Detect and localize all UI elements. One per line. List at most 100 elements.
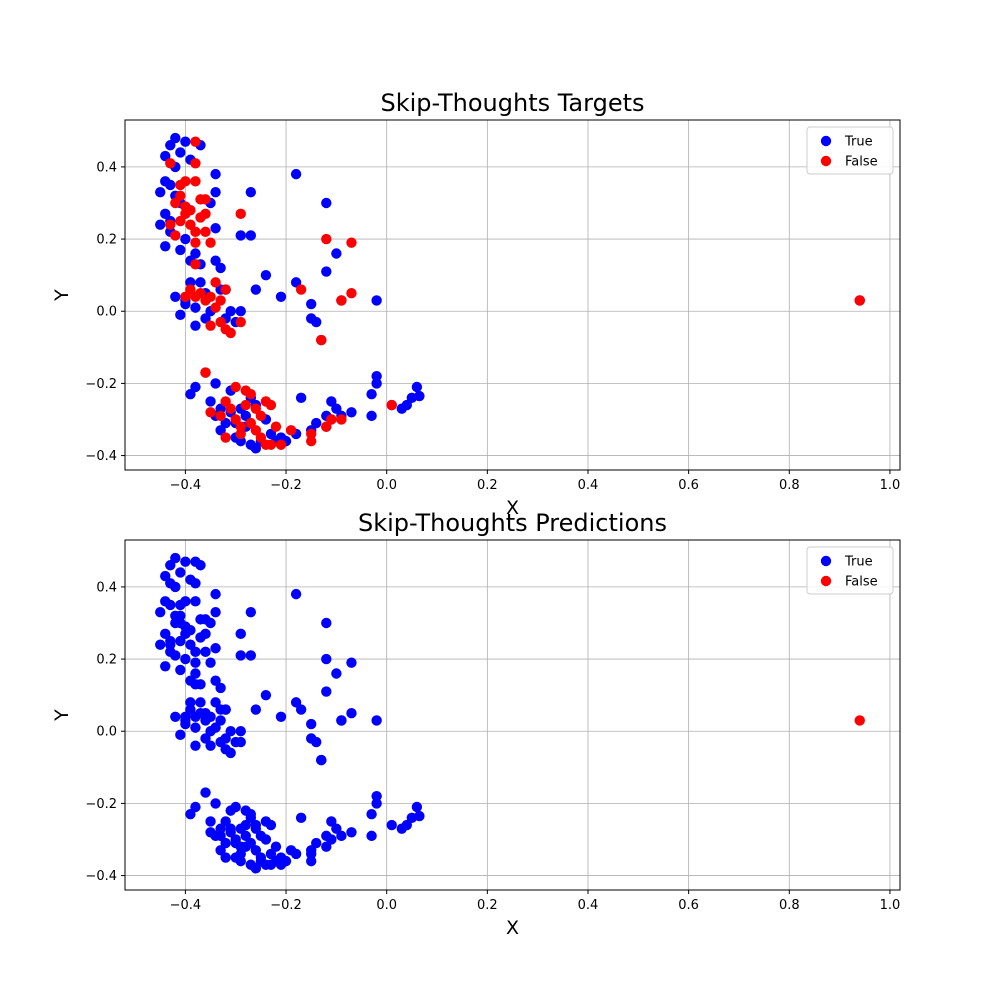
targets-point-true-55 <box>225 306 236 317</box>
predictions-point-true-131 <box>205 657 216 668</box>
predictions-y-tick-label-1: −0.2 <box>85 797 117 812</box>
targets-point-false-60 <box>265 399 277 411</box>
predictions-point-true-26 <box>210 643 221 654</box>
targets-point-true-49 <box>195 277 206 288</box>
targets-point-true-57 <box>235 306 246 317</box>
targets-point-false-22 <box>170 230 181 241</box>
targets-point-true-98 <box>371 370 382 382</box>
predictions-point-true-170 <box>265 819 277 831</box>
targets-point-false-58 <box>255 410 267 422</box>
predictions-point-true-168 <box>255 830 267 842</box>
targets-point-true-46 <box>170 291 181 303</box>
predictions-plot-frame <box>124 539 901 891</box>
targets-x-axis-label: X <box>506 497 519 519</box>
targets-point-true-13 <box>160 208 171 220</box>
predictions-point-true-99 <box>386 819 397 831</box>
targets-y-tick-label-4: 0.4 <box>96 160 117 175</box>
predictions-point-true-31 <box>245 606 257 618</box>
predictions-point-true-55 <box>225 726 236 737</box>
targets-point-false-43 <box>225 327 236 339</box>
predictions-point-true-17 <box>180 653 191 665</box>
targets-point-false-46 <box>200 367 211 378</box>
targets-point-false-76 <box>270 421 282 432</box>
predictions-point-true-57 <box>235 726 246 737</box>
predictions-x-tick-label-5: 0.6 <box>678 898 699 913</box>
predictions-point-true-103 <box>411 801 423 813</box>
predictions-point-true-173 <box>255 852 267 863</box>
targets-point-false-17 <box>165 219 176 230</box>
targets-point-true-91 <box>326 396 337 407</box>
targets-point-false-14 <box>185 219 196 230</box>
predictions-y-tick-label-2: 0.0 <box>96 725 117 740</box>
predictions-point-true-180 <box>220 852 231 863</box>
targets-point-true-29 <box>235 230 246 241</box>
targets-point-false-16 <box>200 194 211 205</box>
targets-point-false-70 <box>321 421 332 432</box>
targets-point-true-4 <box>175 147 186 158</box>
predictions-point-true-175 <box>275 859 287 870</box>
predictions-point-true-9 <box>165 599 176 611</box>
predictions-point-true-42 <box>371 715 382 726</box>
predictions-point-true-110 <box>275 852 287 863</box>
predictions-point-true-151 <box>205 740 216 751</box>
targets-point-false-24 <box>235 208 246 220</box>
targets-point-true-52 <box>200 313 211 324</box>
targets-point-false-4 <box>175 179 186 191</box>
targets-point-false-77 <box>854 295 865 306</box>
predictions-x-tick-label-4: 0.4 <box>578 898 599 913</box>
targets-point-false-66 <box>260 439 272 450</box>
predictions-point-true-46 <box>170 711 181 723</box>
targets-point-false-31 <box>185 284 196 295</box>
targets-point-false-74 <box>220 432 231 443</box>
predictions-point-true-97 <box>371 798 382 809</box>
predictions-point-true-133 <box>170 650 181 661</box>
predictions-point-true-115 <box>175 599 186 611</box>
targets-point-true-73 <box>235 435 246 447</box>
targets-x-tick-label-1: −0.2 <box>270 478 302 493</box>
targets-point-true-66 <box>210 378 221 389</box>
predictions-point-true-125 <box>185 639 196 650</box>
targets-point-false-57 <box>250 403 262 414</box>
targets-y-tick-label-1: −0.2 <box>85 377 117 392</box>
predictions-point-true-24 <box>210 606 221 618</box>
predictions-x-tick-label-0: −0.4 <box>170 898 202 913</box>
targets-point-true-92 <box>331 403 342 414</box>
targets-point-false-72 <box>336 414 347 425</box>
targets-point-false-1 <box>165 158 176 169</box>
predictions-x-axis-label: X <box>506 917 519 939</box>
targets-legend: True False <box>806 126 894 175</box>
targets-point-true-48 <box>185 277 196 288</box>
predictions-point-true-127 <box>200 614 211 625</box>
predictions-point-true-67 <box>205 816 216 827</box>
targets-point-false-25 <box>321 233 332 245</box>
predictions-point-true-44 <box>311 736 322 748</box>
targets-y-axis-label: Y <box>51 289 73 302</box>
predictions-point-true-144 <box>195 707 206 719</box>
targets-axis-ticks: −0.4 −0.2 0.0 0.2 0.4 0.6 0.8 1.0 −0.4 −0.2 0.0 0.2… <box>85 160 900 493</box>
predictions-point-true-23 <box>210 588 221 600</box>
predictions-point-true-112 <box>165 578 176 589</box>
targets-point-true-33 <box>321 197 332 209</box>
predictions-point-true-71 <box>215 845 226 856</box>
predictions-point-true-73 <box>235 855 246 867</box>
predictions-y-tick-label-4: 0.4 <box>96 580 117 595</box>
targets-point-true-65 <box>185 389 196 400</box>
predictions-point-true-30 <box>245 650 257 661</box>
targets-point-true-19 <box>175 244 186 256</box>
targets-point-false-13 <box>175 215 186 227</box>
predictions-point-true-156 <box>180 711 191 723</box>
predictions-point-true-161 <box>205 827 216 838</box>
predictions-point-true-147 <box>210 697 221 708</box>
predictions-point-true-33 <box>321 617 332 629</box>
predictions-point-true-124 <box>175 635 186 647</box>
predictions-point-true-148 <box>215 715 226 726</box>
predictions-point-true-51 <box>190 740 201 751</box>
targets-point-true-18 <box>160 241 171 252</box>
predictions-point-true-130 <box>200 646 211 658</box>
targets-point-true-28 <box>215 262 226 274</box>
predictions-point-true-132 <box>190 657 201 668</box>
targets-point-false-7 <box>170 197 181 209</box>
targets-point-true-3 <box>165 140 176 151</box>
targets-point-false-62 <box>250 425 262 436</box>
predictions-point-true-27 <box>210 675 221 686</box>
